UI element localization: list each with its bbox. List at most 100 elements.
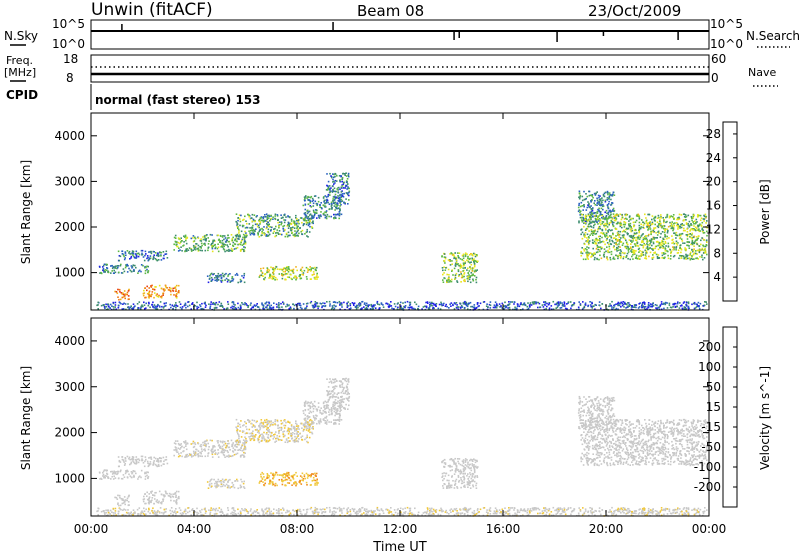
power-echo-cell [612,207,615,210]
power-echo-cell [699,302,702,305]
power-echo-cell [165,285,167,287]
power-echo-cell [600,204,603,206]
power-echo-cell [262,304,265,307]
power-echo-cell [660,214,662,216]
power-echo-cell [597,194,600,197]
power-echo-cell [594,204,597,206]
power-echo-cell [632,235,634,238]
power-echo-cell [269,275,271,277]
power-echo-cell [314,301,317,303]
power-echo-cell [692,253,695,256]
power-echo-cell [322,197,325,199]
velocity-echo-cell [180,443,182,445]
velocity-echo-cell [236,439,239,441]
power-echo-cell [266,235,269,237]
power-echo-cell [449,303,451,306]
power-echo-cell [131,267,133,269]
power-echo-cell [336,202,338,205]
velocity-echo-cell [264,421,267,424]
power-echo-cell [238,232,240,234]
power-echo-cell [459,265,461,267]
velocity-echo-cell [224,442,227,445]
power-echo-cell [451,270,453,272]
power-echo-cell [473,258,475,260]
power-echo-cell [688,226,691,228]
power-echo-cell [319,206,321,208]
power-echo-cell [119,264,122,267]
velocity-echo-cell [120,497,123,500]
velocity-echo-cell [277,424,279,427]
power-echo-cell [611,218,614,220]
power-echo-cell [292,272,295,274]
velocity-echo-cell [179,444,181,446]
power-echo-cell [253,304,256,306]
power-echo-cell [602,232,605,234]
power-echo-cell [691,232,693,235]
velocity-echo-cell [153,502,155,505]
power-echo-cell [97,308,99,310]
power-echo-cell [699,219,702,221]
power-echo-cell [291,270,294,272]
power-echo-cell [464,262,466,264]
power-echo-cell [142,305,144,308]
power-echo-cell [330,187,332,189]
velocity-echo-cell [124,499,127,501]
power-echo-cell [643,242,645,245]
power-echo-cell [652,247,655,250]
power-echo-cell [703,304,706,307]
velocity-echo-cell [244,421,246,423]
power-echo-cell [617,233,620,235]
power-echo-cell [307,269,309,272]
velocity-echo-cell [287,433,290,435]
power-echo-cell [266,271,268,274]
power-echo-cell [586,228,589,230]
power-echo-cell [600,207,603,210]
power-echo-cell [701,256,703,258]
power-echo-cell [623,226,626,228]
power-echo-cell [583,250,586,252]
power-echo-cell [244,234,246,237]
power-echo-cell [125,264,127,266]
power-echo-cell [613,215,615,218]
power-echo-cell [117,306,120,309]
velocity-echo-cell [104,476,106,479]
power-echo-cell [655,232,657,234]
power-echo-cell [643,302,646,304]
power-echo-cell [468,258,471,260]
power-echo-cell [606,258,609,261]
power-echo-cell [670,252,672,255]
power-echo-cell [458,264,460,267]
power-echo-cell [307,195,309,198]
power-echo-cell [335,180,338,182]
power-echo-cell [610,304,612,307]
power-echo-cell [528,304,531,306]
velocity-echo-cell [126,470,128,473]
power-echo-cell [218,274,221,277]
power-echo-cell [499,306,501,308]
power-echo-cell [581,205,584,207]
power-echo-cell [164,305,166,307]
power-echo-cell [172,308,174,310]
power-echo-cell [156,308,159,310]
power-echo-cell [116,292,119,295]
power-echo-cell [262,275,264,277]
power-echo-cell [651,238,653,240]
power-echo-cell [692,249,695,252]
power-echo-cell [583,190,585,193]
power-echo-cell [581,252,584,255]
power-echo-cell [658,306,661,308]
power-echo-cell [590,208,593,210]
power-echo-cell [209,274,211,277]
power-echo-cell [272,272,275,274]
power-echo-region [173,233,247,253]
power-echo-cell [327,201,329,204]
power-echo-cell [676,302,679,305]
power-echo-cell [257,234,259,236]
power-echo-cell [667,257,670,260]
power-echo-cell [162,292,165,295]
velocity-echo-cell [266,429,269,431]
velocity-echo-cell [186,453,188,456]
power-echo-cell [442,304,444,306]
power-echo-cell [226,307,229,310]
power-echo-cell [276,278,278,281]
